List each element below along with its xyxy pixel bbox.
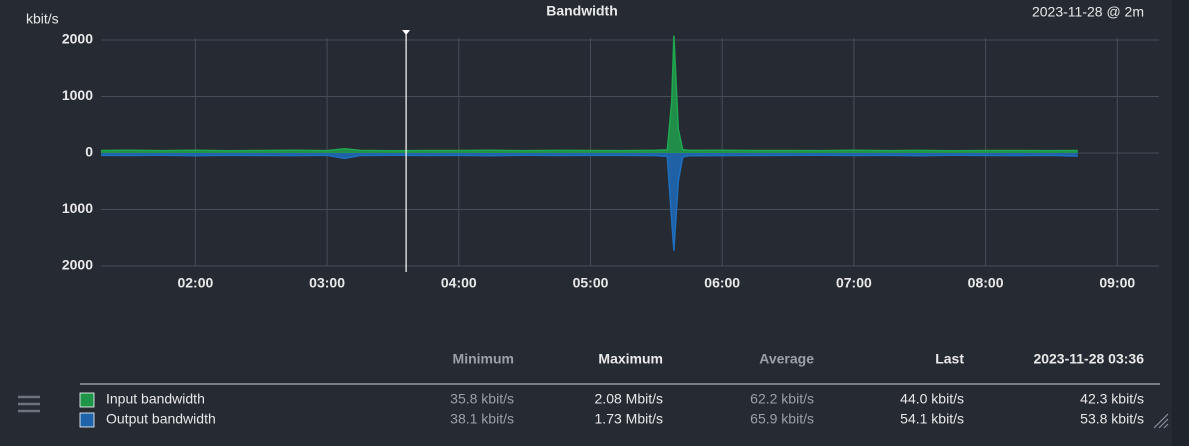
menu-icon[interactable] bbox=[18, 395, 40, 413]
legend-swatch bbox=[79, 412, 95, 428]
stat-value: 2.08 Mbit/s bbox=[595, 391, 663, 407]
chart-title: Bandwidth bbox=[546, 3, 618, 19]
scroll-edge bbox=[1172, 0, 1189, 446]
column-header: Maximum bbox=[598, 351, 663, 367]
x-tick-label: 05:00 bbox=[573, 275, 609, 291]
y-tick-label: 2000 bbox=[62, 31, 93, 47]
column-header: Average bbox=[759, 351, 814, 367]
x-tick-label: 08:00 bbox=[968, 275, 1004, 291]
column-header: Last bbox=[935, 351, 964, 367]
x-tick-label: 06:00 bbox=[704, 275, 740, 291]
line bbox=[100, 154, 1078, 251]
stat-value: 54.1 kbit/s bbox=[900, 411, 964, 427]
stat-value: 1.73 Mbit/s bbox=[595, 411, 663, 427]
y-axis-label: kbit/s bbox=[26, 11, 59, 27]
column-header: 2023-11-28 03:36 bbox=[1033, 351, 1144, 367]
legend-label: Output bandwidth bbox=[106, 411, 216, 427]
y-tick-label: 1000 bbox=[62, 87, 93, 103]
line bbox=[100, 35, 1078, 152]
x-tick-label: 02:00 bbox=[177, 275, 213, 291]
stat-value: 38.1 kbit/s bbox=[450, 411, 514, 427]
y-tick-label: 0 bbox=[85, 144, 93, 160]
x-tick-label: 04:00 bbox=[441, 275, 477, 291]
y-tick-label: 2000 bbox=[62, 257, 93, 273]
stat-value: 62.2 kbit/s bbox=[750, 391, 814, 407]
legend-swatch bbox=[79, 392, 95, 408]
y-tick-label: 1000 bbox=[62, 200, 93, 216]
resize-handle[interactable] bbox=[1153, 413, 1169, 429]
stat-value: 35.8 kbit/s bbox=[450, 391, 514, 407]
x-tick-label: 03:00 bbox=[309, 275, 345, 291]
cursor-marker bbox=[402, 30, 411, 35]
legend-label: Input bandwidth bbox=[106, 391, 205, 407]
x-tick-label: 07:00 bbox=[836, 275, 872, 291]
x-tick-label: 09:00 bbox=[1099, 275, 1135, 291]
stat-value: 65.9 kbit/s bbox=[750, 411, 814, 427]
stat-value: 53.8 kbit/s bbox=[1080, 411, 1144, 427]
column-header: Minimum bbox=[453, 351, 514, 367]
stat-value: 42.3 kbit/s bbox=[1080, 391, 1144, 407]
chart-subtitle: 2023-11-28 @ 2m bbox=[1032, 4, 1144, 20]
stat-value: 44.0 kbit/s bbox=[900, 391, 964, 407]
